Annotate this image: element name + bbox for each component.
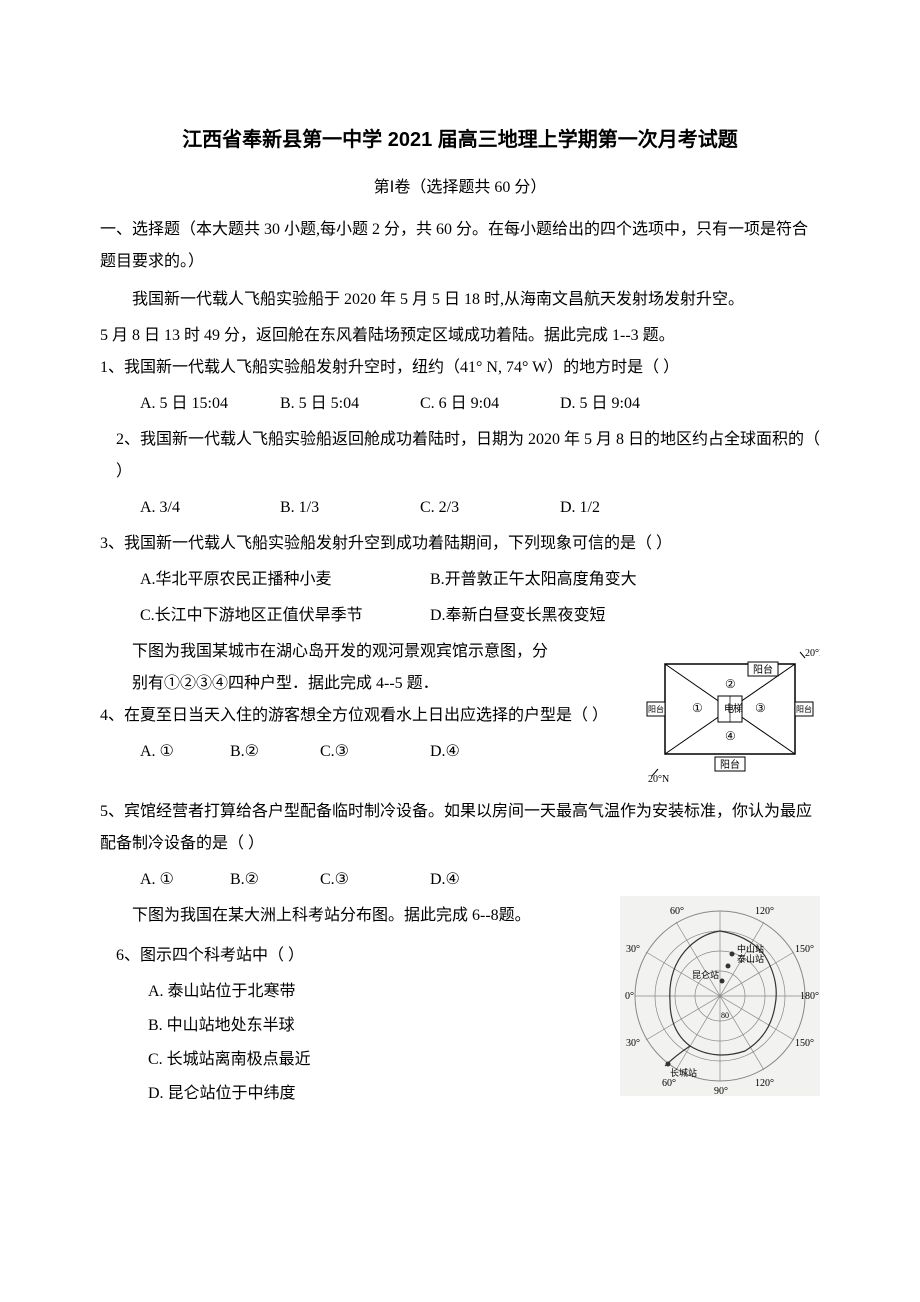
- passage-2-line1: 下图为我国某城市在湖心岛开发的观河景观宾馆示意图，分: [100, 636, 625, 668]
- question-2-stem: 2、我国新一代载人飞船实验船返回舱成功着陆时，日期为 2020 年 5 月 8 …: [100, 424, 820, 488]
- hotel-num4: ④: [725, 729, 736, 743]
- q5-option-b: B.②: [230, 864, 320, 896]
- q5-option-c: C.③: [320, 864, 430, 896]
- exam-subtitle: 第Ⅰ卷（选择题共 60 分）: [100, 172, 820, 204]
- ant-lon-60a: 60°: [670, 906, 684, 917]
- hotel-num2: ②: [725, 677, 736, 691]
- ant-lon-120a: 120°: [755, 906, 774, 917]
- passage-1-line1: 我国新一代载人飞船实验船于 2020 年 5 月 5 日 18 时,从海南文昌航…: [100, 284, 820, 316]
- q3-option-c: C.长江中下游地区正值伏旱季节: [140, 600, 430, 632]
- ant-changcheng: 长城站: [670, 1067, 697, 1078]
- q5-option-a: A. ①: [140, 864, 230, 896]
- question-1-stem: 1、我国新一代载人飞船实验船发射升空时，纽约（41° N, 74° W）的地方时…: [100, 352, 820, 384]
- hotel-num1: ①: [692, 701, 703, 715]
- passage-2-line2: 别有①②③④四种户型．据此完成 4--5 题．: [100, 668, 625, 700]
- hotel-balcony-tr: 阳台: [753, 663, 773, 676]
- q6-option-b: B. 中山站地处东半球: [148, 1010, 605, 1042]
- ant-lon-120b: 120°: [755, 1078, 774, 1089]
- ant-lon-0: 0°: [625, 991, 634, 1002]
- q6-option-d: D. 昆仑站位于中纬度: [148, 1078, 605, 1110]
- q6-option-c: C. 长城站离南极点最近: [148, 1044, 605, 1076]
- q2-option-c: C. 2/3: [420, 492, 560, 524]
- antarctica-figure: 中山站 泰山站 昆仑站 长城站 80 60° 120° 150° 180° 15…: [620, 896, 820, 1108]
- question-6-stem: 6、图示四个科考站中（ ）: [100, 940, 605, 972]
- hotel-num3: ③: [755, 701, 766, 715]
- hotel-balcony-b: 阳台: [720, 758, 740, 771]
- q4-option-a: A. ①: [140, 736, 230, 768]
- ant-taishan: 泰山站: [737, 953, 764, 964]
- q3-option-a: A.华北平原农民正播种小麦: [140, 564, 430, 596]
- question-6-options: A. 泰山站位于北寒带 B. 中山站地处东半球 C. 长城站离南极点最近 D. …: [100, 976, 605, 1110]
- q2-option-a: A. 3/4: [140, 492, 280, 524]
- question-2-options: A. 3/4 B. 1/3 C. 2/3 D. 1/2: [100, 492, 820, 524]
- q3-option-b: B.开普敦正午太阳高度角变大: [430, 564, 720, 596]
- ant-lat-80: 80: [721, 1011, 729, 1020]
- ant-lon-90: 90°: [714, 1086, 728, 1096]
- q6-option-a: A. 泰山站位于北寒带: [148, 976, 605, 1008]
- exam-title: 江西省奉新县第一中学 2021 届高三地理上学期第一次月考试题: [100, 120, 820, 160]
- ant-lon-30b: 30°: [626, 944, 640, 955]
- ant-zhongshan: 中山站: [737, 943, 764, 954]
- ant-lon-150a: 150°: [795, 944, 814, 955]
- q1-option-c: C. 6 日 9:04: [420, 388, 560, 420]
- hotel-balcony-l: 阳台: [648, 704, 664, 714]
- hotel-figure: 20°N 电 梯 阳台 阳台 阳台 阳台 ① ② ③ ④ 20°N: [640, 644, 820, 796]
- ant-lon-150b: 150°: [795, 1038, 814, 1049]
- hotel-label-bottom: 20°N: [648, 774, 669, 784]
- question-4-options: A. ① B.② C.③ D.④: [100, 736, 625, 768]
- hotel-label-top: 20°N: [805, 648, 820, 659]
- hotel-center-right: 梯: [733, 702, 743, 715]
- ant-kunlun: 昆仑站: [692, 969, 719, 980]
- passage-1-line2: 5 月 8 日 13 时 49 分，返回舱在东风着陆场预定区域成功着陆。据此完成…: [100, 320, 820, 352]
- q5-option-d: D.④: [430, 864, 520, 896]
- question-3-options-row2: C.长江中下游地区正值伏旱季节 D.奉新白昼变长黑夜变短: [100, 600, 820, 632]
- q2-option-b: B. 1/3: [280, 492, 420, 524]
- question-5-stem: 5、宾馆经营者打算给各户型配备临时制冷设备。如果以房间一天最高气温作为安装标准，…: [100, 796, 820, 860]
- question-3-options-row1: A.华北平原农民正播种小麦 B.开普敦正午太阳高度角变大: [100, 564, 820, 596]
- q2-option-d: D. 1/2: [560, 492, 700, 524]
- q4-option-b: B.②: [230, 736, 320, 768]
- question-1-options: A. 5 日 15:04 B. 5 日 5:04 C. 6 日 9:04 D. …: [100, 388, 820, 420]
- ant-lon-30a: 30°: [626, 1038, 640, 1049]
- q1-option-a: A. 5 日 15:04: [140, 388, 280, 420]
- q4-option-d: D.④: [430, 736, 520, 768]
- ant-lon-180: 180°: [800, 991, 819, 1002]
- ant-lon-60b: 60°: [662, 1078, 676, 1089]
- question-3-stem: 3、我国新一代载人飞船实验船发射升空到成功着陆期间，下列现象可信的是（ ）: [100, 528, 820, 560]
- q1-option-d: D. 5 日 9:04: [560, 388, 700, 420]
- question-4-stem: 4、在夏至日当天入住的游客想全方位观看水上日出应选择的户型是（ ）: [100, 700, 625, 732]
- passage-3: 下图为我国在某大洲上科考站分布图。据此完成 6--8题。: [100, 900, 605, 932]
- hotel-balcony-r: 阳台: [796, 704, 812, 714]
- q4-option-c: C.③: [320, 736, 430, 768]
- section-intro: 一、选择题（本大题共 30 小题,每小题 2 分，共 60 分。在每小题给出的四…: [100, 214, 820, 278]
- question-5-options: A. ① B.② C.③ D.④: [100, 864, 820, 896]
- q1-option-b: B. 5 日 5:04: [280, 388, 420, 420]
- q3-option-d: D.奉新白昼变长黑夜变短: [430, 600, 720, 632]
